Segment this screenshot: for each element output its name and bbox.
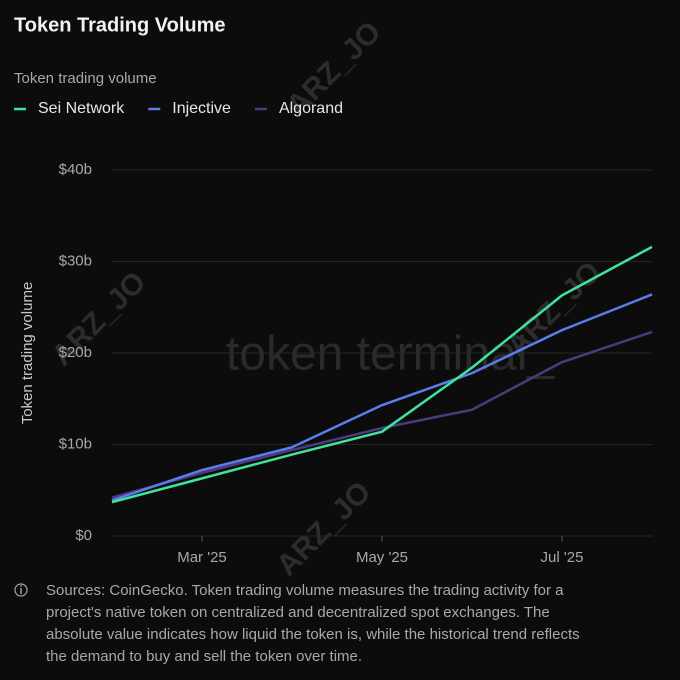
chart-title: Token Trading Volume (14, 14, 226, 36)
footnote: project's native token on centralized an… (46, 604, 550, 621)
watermark: token terminal_ (226, 328, 555, 381)
series-line (111, 330, 653, 499)
x-tick-label: May '25 (356, 549, 408, 566)
legend-label: Sei Network (38, 100, 125, 117)
chart-subtitle: Token trading volume (14, 70, 157, 87)
y-tick-label: $20b (59, 344, 92, 361)
x-tick-label: Jul '25 (541, 549, 584, 566)
y-tick-label: $0 (75, 527, 92, 544)
y-tick-label: $30b (59, 252, 92, 269)
y-tick-label: $10b (59, 435, 92, 452)
footnote: the demand to buy and sell the token ove… (46, 648, 362, 665)
footnote: Sources: CoinGecko. Token trading volume… (46, 582, 564, 599)
series-line (111, 293, 653, 502)
x-tick-label: Mar '25 (177, 549, 227, 566)
legend-label: Injective (172, 100, 231, 117)
footnote: absolute value indicates how liquid the … (46, 626, 580, 643)
info-icon (14, 583, 28, 597)
legend-label: Algorand (279, 100, 343, 117)
series-line (111, 245, 653, 504)
y-axis-label: Token trading volume (19, 282, 36, 425)
y-tick-label: $40b (59, 161, 92, 178)
